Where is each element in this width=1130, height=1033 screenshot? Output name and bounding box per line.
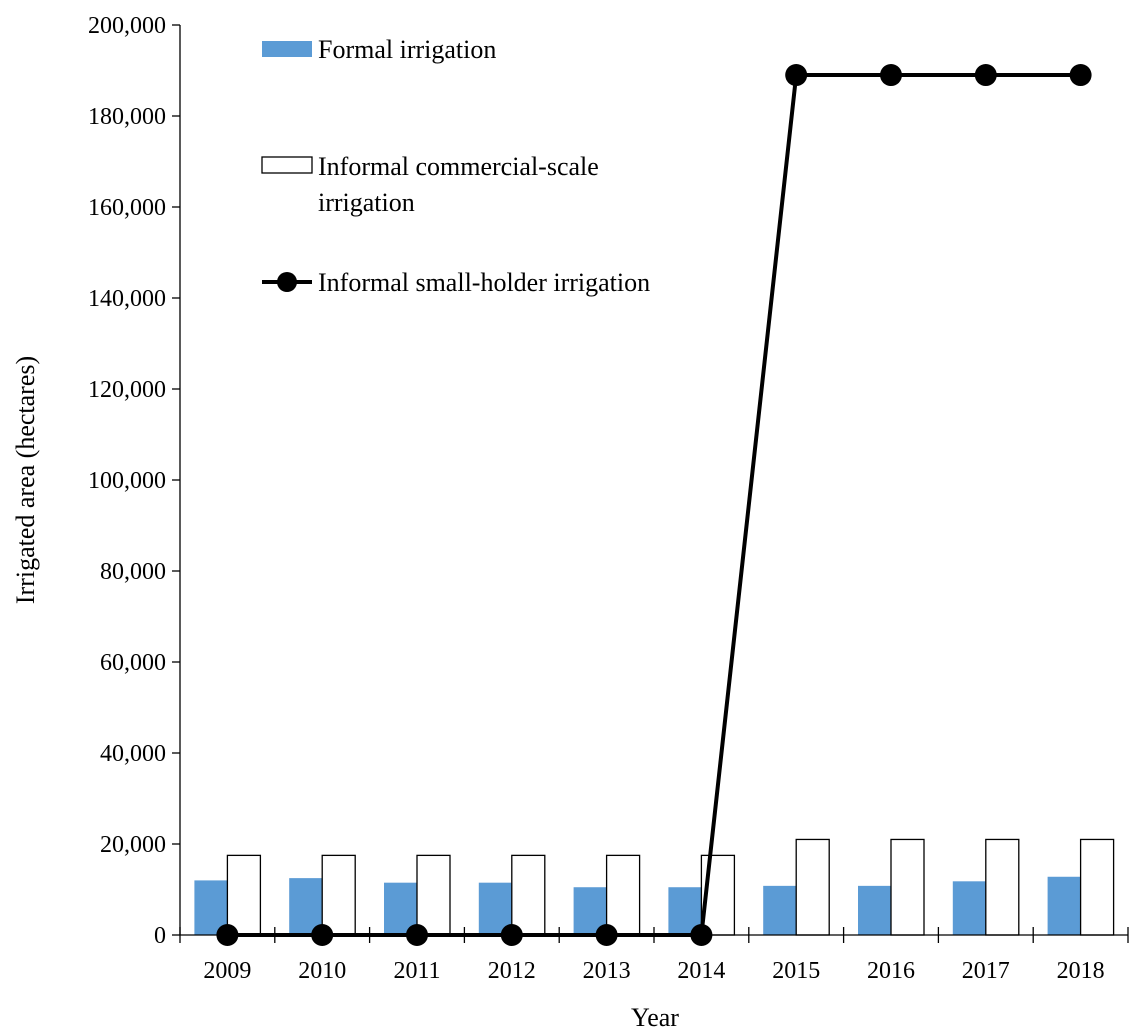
bar-formal-2018 [1047, 876, 1081, 935]
bar-commercial-2010 [321, 854, 356, 936]
bars-layer [194, 838, 1115, 936]
smallholder-line-layer [216, 64, 1092, 946]
x-tick-label-2012: 2012 [488, 958, 536, 984]
x-tick-label-2009: 2009 [203, 958, 251, 984]
smallholder-point-2010 [311, 924, 334, 946]
legend-swatch-formal [262, 41, 312, 57]
legend-item-commercial: Informal commercial-scale irrigation [261, 152, 599, 217]
y-tick-label: 20,000 [100, 832, 166, 858]
y-tick-label: 200,000 [88, 13, 166, 39]
y-tick-label: 0 [154, 923, 166, 949]
smallholder-point-2017 [974, 64, 997, 87]
y-tick-label: 60,000 [100, 650, 166, 676]
bar-commercial-2013 [605, 854, 641, 936]
legend-label-smallholder: Informal small-holder irrigation [318, 268, 650, 297]
legend-marker-smallholder [277, 272, 297, 292]
smallholder-point-2014 [690, 924, 713, 946]
x-tick-label-2017: 2017 [962, 958, 1010, 984]
y-tick-label: 40,000 [100, 741, 166, 767]
x-axis-title: Year [631, 1003, 679, 1032]
x-tick-label-2018: 2018 [1057, 958, 1105, 984]
bar-commercial-2017 [985, 838, 1020, 936]
smallholder-point-2015 [785, 64, 808, 87]
legend-item-smallholder: Informal small-holder irrigation [262, 268, 650, 297]
y-tick-label: 160,000 [88, 195, 166, 221]
y-tick-label: 120,000 [88, 377, 166, 403]
smallholder-line [227, 73, 1081, 937]
x-tick-label-2014: 2014 [677, 958, 725, 984]
bar-formal-2015 [763, 885, 797, 935]
legend-label-commercial-line-2: irrigation [318, 188, 415, 217]
y-tick-label: 80,000 [100, 559, 166, 585]
y-axis-title: Irrigated area (hectares) [11, 356, 40, 604]
smallholder-point-2016 [880, 64, 902, 87]
bar-commercial-2016 [890, 838, 925, 936]
legend-item-formal: Formal irrigation [262, 35, 496, 64]
legend-label-formal: Formal irrigation [318, 35, 496, 64]
bar-formal-2016 [858, 885, 891, 935]
y-tick-label: 180,000 [88, 104, 166, 130]
x-tick-label-2010: 2010 [298, 958, 346, 984]
axes-layer: 0 20,000 40,000 60,000 80,000 100,000 120,000 1… [88, 13, 1129, 984]
x-tick-label-2013: 2013 [583, 958, 631, 984]
bar-formal-2017 [952, 881, 986, 935]
y-tick-label: 100,000 [88, 468, 166, 494]
x-tick-label-2011: 2011 [393, 958, 440, 984]
smallholder-point-2018 [1069, 64, 1092, 87]
x-tick-label-2015: 2015 [772, 958, 820, 984]
smallholder-point-2012 [500, 924, 523, 946]
smallholder-point-2009 [216, 924, 239, 946]
bar-commercial-2012 [511, 854, 546, 936]
bar-commercial-2018 [1079, 838, 1115, 936]
legend-label-commercial-line-1: Informal commercial-scale [318, 152, 599, 181]
bar-commercial-2009 [226, 854, 262, 936]
bar-commercial-2011 [416, 854, 451, 936]
legend: Formal irrigation Informal commercial-sc… [261, 35, 650, 297]
smallholder-point-2011 [406, 924, 428, 946]
y-tick-label: 140,000 [88, 286, 166, 312]
x-tick-label-2016: 2016 [867, 958, 915, 984]
smallholder-point-2013 [595, 924, 618, 946]
legend-swatch-commercial [261, 156, 313, 174]
bar-commercial-2015 [795, 838, 830, 936]
